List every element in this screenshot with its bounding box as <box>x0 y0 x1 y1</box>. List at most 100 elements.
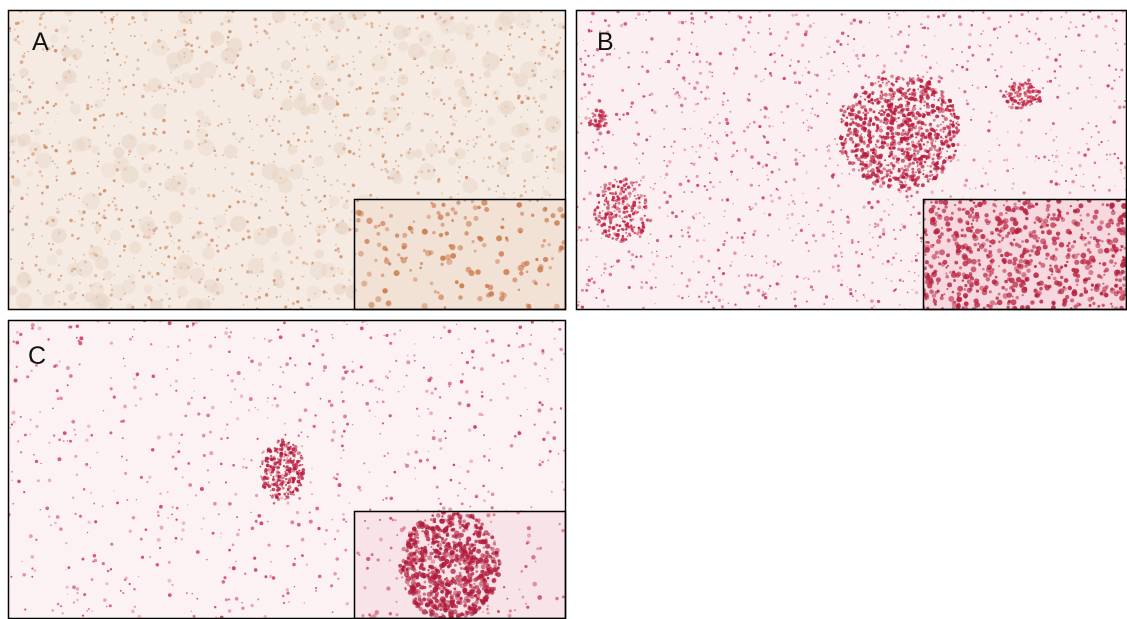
stain-dot <box>144 304 147 307</box>
stain-dot <box>908 158 911 161</box>
stain-dot <box>995 27 997 29</box>
stain-dot <box>13 340 16 343</box>
stain-dot <box>197 412 200 415</box>
stain-dot <box>1049 80 1052 83</box>
stain-dot <box>142 275 145 278</box>
stain-dot <box>322 96 337 111</box>
stain-dot <box>144 85 152 93</box>
stain-dot <box>230 331 232 333</box>
stain-dot <box>243 200 246 203</box>
stain-dot <box>257 598 259 600</box>
stain-dot <box>218 237 219 238</box>
stain-dot <box>1038 68 1040 70</box>
stain-dot <box>294 391 296 393</box>
stain-dot <box>157 511 160 514</box>
stain-dot <box>301 538 305 542</box>
stain-dot <box>289 96 291 98</box>
stain-dot <box>930 142 933 145</box>
stain-dot <box>201 528 203 530</box>
stain-dot <box>1117 50 1118 51</box>
stain-dot <box>369 508 371 510</box>
stain-dot <box>1056 150 1057 151</box>
stain-dot <box>518 346 520 348</box>
stain-dot <box>21 20 23 22</box>
stain-dot <box>286 588 289 591</box>
stain-dot <box>750 155 754 159</box>
stain-dot <box>272 576 275 579</box>
stain-dot <box>92 561 94 563</box>
stain-dot <box>67 37 69 39</box>
stain-dot <box>581 306 584 309</box>
stain-dot <box>405 111 406 112</box>
stain-dot <box>104 16 105 17</box>
stain-dot <box>673 88 675 90</box>
stain-dot <box>592 116 594 118</box>
stain-dot <box>1023 191 1026 194</box>
stain-dot <box>945 135 948 138</box>
stain-dot <box>906 133 909 136</box>
stain-dot <box>605 191 607 193</box>
stain-dot <box>1009 15 1012 18</box>
stain-dot <box>631 265 635 269</box>
stain-dot <box>216 244 219 247</box>
stain-dot <box>613 200 615 202</box>
stain-dot <box>110 387 113 390</box>
stain-dot <box>618 210 621 213</box>
stain-dot <box>101 162 116 177</box>
stain-dot <box>506 359 509 362</box>
stain-dot <box>721 305 724 308</box>
stain-dot <box>68 144 70 146</box>
stain-dot <box>214 154 217 157</box>
stain-dot <box>1054 70 1056 72</box>
stain-dot <box>273 161 275 163</box>
stain-dot <box>230 267 232 269</box>
stain-dot <box>176 30 184 38</box>
stain-dot <box>958 87 960 89</box>
stain-dot <box>634 143 637 146</box>
stain-dot <box>775 298 777 300</box>
stain-dot <box>66 284 74 292</box>
stain-dot <box>288 250 291 253</box>
stain-dot <box>883 136 887 140</box>
stain-dot <box>591 30 593 32</box>
stain-dot <box>754 74 758 78</box>
stain-dot <box>466 24 475 33</box>
stain-dot <box>848 128 851 131</box>
stain-dot <box>300 201 303 204</box>
stain-dot <box>486 330 489 333</box>
stain-dot <box>389 41 391 43</box>
stain-dot <box>328 220 331 223</box>
stain-dot <box>987 183 989 185</box>
stain-dot <box>167 517 168 518</box>
stain-dot <box>171 240 172 241</box>
stain-dot <box>732 154 735 157</box>
stain-dot <box>351 370 354 373</box>
stain-dot <box>580 97 583 100</box>
stain-dot <box>154 128 156 130</box>
stain-dot <box>227 244 230 247</box>
stain-dot <box>289 357 292 360</box>
stain-dot <box>23 97 31 105</box>
stain-dot <box>12 503 14 505</box>
stain-dot <box>223 576 226 579</box>
stain-dot <box>758 305 760 307</box>
stain-dot <box>1106 159 1108 161</box>
stain-dot <box>255 494 258 497</box>
stain-dot <box>904 181 906 183</box>
stain-dot <box>390 94 398 102</box>
stain-dot <box>210 239 214 243</box>
stain-dot <box>398 74 409 85</box>
stain-dot <box>915 255 917 257</box>
stain-dot <box>126 116 127 117</box>
stain-dot <box>557 22 564 29</box>
stain-dot <box>1038 157 1040 159</box>
stain-dot <box>883 111 886 114</box>
stain-dot <box>744 232 746 234</box>
stain-dot <box>510 147 513 150</box>
stain-dot <box>769 28 770 29</box>
stain-dot <box>69 160 72 163</box>
stain-dot <box>1029 95 1033 99</box>
stain-dot <box>625 177 628 180</box>
stain-dot <box>398 41 408 51</box>
stain-dot <box>744 286 747 289</box>
